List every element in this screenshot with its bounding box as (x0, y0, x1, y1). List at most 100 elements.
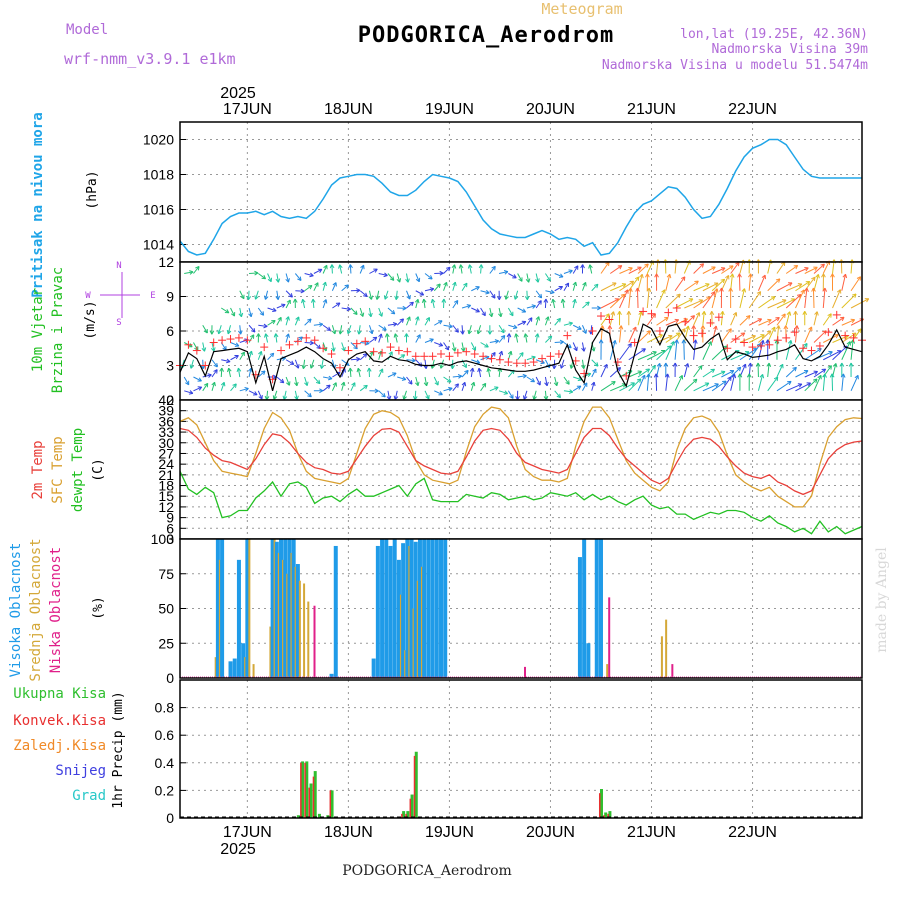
cloud-high-bar (384, 539, 389, 678)
wind-arrow-head (282, 395, 285, 400)
wind-arrow (739, 315, 751, 326)
wind-arrow-head (486, 368, 489, 373)
meteogram-label: Meteogram (541, 0, 622, 18)
wind-arrow-head (692, 315, 695, 320)
wind-arrow-head (489, 330, 493, 335)
wind-arrow (785, 294, 802, 309)
wind-arrow-head (392, 276, 395, 281)
wind-arrow (415, 290, 424, 296)
wind-arrow-head (500, 335, 505, 338)
wind-arrow-head (678, 294, 681, 299)
wind-arrow (477, 325, 482, 334)
wind-arrow-head (655, 373, 659, 378)
wind-arrow-head (744, 288, 747, 293)
precip-conv-label: Konvek.Kisa (13, 713, 106, 729)
wind-arrow-head (802, 311, 806, 316)
wind-arrow-head (355, 310, 358, 315)
wind-arrow-head (240, 312, 244, 317)
wind-arrow-head (560, 341, 564, 345)
wind-arrow (813, 263, 825, 274)
wind-arrow-head (454, 264, 457, 269)
cloud-high-bar (287, 539, 292, 678)
cloud-mid-bar (307, 601, 310, 678)
wind-arrow-head (676, 293, 681, 296)
wind-arrow-head (384, 296, 389, 300)
wind-arrow-head (647, 368, 650, 373)
cloud-high-bar (413, 541, 418, 678)
wind-arrow-head (808, 326, 812, 330)
top-date-label: 20JUN (526, 101, 575, 118)
wind-arrow (461, 304, 471, 309)
wind-arrow-head (805, 267, 809, 272)
wind-arrow-head (322, 347, 327, 352)
wind-arrow-head (536, 382, 541, 386)
wind-arrow-head (334, 329, 337, 334)
cloud-high-bar (401, 543, 406, 678)
pressure-ytick-label: 1020 (143, 132, 174, 148)
wind-arrow-head (344, 284, 349, 287)
wind-arrow-head (827, 313, 832, 316)
precip-total-bar (305, 761, 309, 818)
wind-arrow-head (254, 272, 259, 276)
wind-arrow-head (510, 351, 513, 356)
wind-arrow-head (464, 382, 467, 387)
cloud-high-bar (333, 545, 338, 678)
cloud-high-bar (283, 539, 288, 678)
wind-arrow-head (322, 299, 327, 303)
wind-ytick-label: 3 (166, 358, 174, 374)
cloud-mid-bar (606, 664, 609, 678)
wind-arrow-head (711, 311, 715, 315)
wind-arrow-head (395, 296, 399, 300)
wind-arrow-head (423, 298, 427, 303)
wind-arrow-head (189, 364, 192, 369)
wind-arrow-head (446, 282, 448, 287)
wind-arrow-head (685, 325, 689, 330)
wind-arrow-head (775, 278, 780, 281)
wind-arrow (646, 260, 654, 274)
bottom-date-label: 22JUN (728, 824, 777, 841)
wind-arrow-head (310, 298, 314, 303)
wind-arrow (249, 272, 259, 274)
wind-arrow-head (266, 396, 270, 401)
cloud-high-bar (236, 559, 241, 678)
cloud-high-bar (270, 539, 275, 678)
precip-conv-bar (405, 813, 407, 818)
wind-arrow-head (701, 263, 705, 268)
wind-arrow-head (739, 367, 742, 372)
wind-arrow (190, 359, 194, 369)
wind-arrow (748, 334, 765, 343)
wind-arrow-head (532, 378, 535, 383)
wind-arrow-head (250, 368, 253, 373)
wind-arrow (813, 330, 827, 343)
wind-arrow-head (727, 328, 732, 331)
wind-arrow-head (653, 373, 657, 378)
wind-arrow (526, 273, 530, 283)
wind-arrow-head (813, 277, 816, 282)
wind-arrow-head (383, 326, 387, 331)
wind-arrow-head (259, 313, 264, 316)
wind-arrow-head (190, 365, 195, 369)
wind-arrow-head (730, 265, 734, 270)
wind-arrow (339, 325, 343, 335)
wind-arrow (841, 373, 844, 391)
pressure-bg (180, 122, 862, 262)
wind-arrow-head (522, 395, 525, 400)
wind-arrow-head (807, 382, 812, 387)
wind-arrow-head (640, 311, 643, 316)
wind-arrow-head (315, 381, 321, 385)
wind-arrow-head (565, 382, 570, 385)
precip-bg (180, 680, 862, 818)
wind-arrow-head (309, 318, 312, 323)
wind-arrow (748, 291, 761, 309)
wind-arrow-head (832, 363, 837, 367)
wind-arrow-head (207, 373, 212, 376)
wind-arrow-head (273, 396, 278, 400)
wind-arrow (526, 305, 536, 309)
wind-arrow-head (227, 330, 232, 335)
wind-arrow-head (214, 382, 216, 387)
wind-arrow-head (514, 333, 517, 338)
wind-arrow-head (466, 370, 469, 375)
wind-arrow-head (646, 273, 650, 278)
wind-arrow-head (326, 384, 331, 387)
wind-arrow (748, 273, 752, 291)
